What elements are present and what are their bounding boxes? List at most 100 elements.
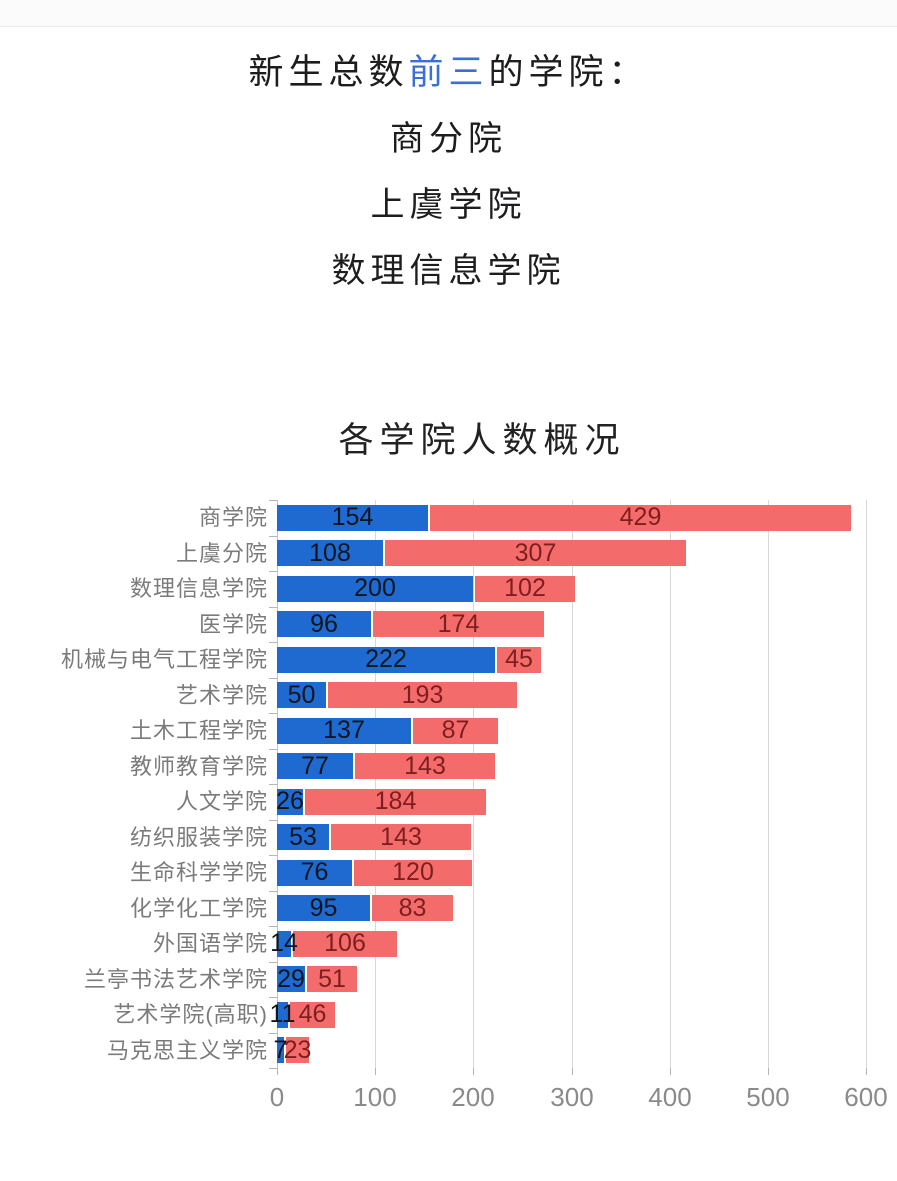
headline-suffix: 的学院：: [488, 53, 649, 92]
bar-segment-series-red: [307, 966, 357, 993]
bar-value-series-red: 307: [514, 538, 557, 567]
category-label: 生命科学学院: [129, 860, 268, 885]
category-label: 上虞分院: [175, 540, 268, 566]
bar-segment-series-blue: [277, 682, 326, 709]
bar-value-series-blue: 26: [276, 787, 304, 816]
gridline-600: [866, 500, 867, 1068]
bar-segment-series-blue: [277, 1037, 284, 1064]
headline: 新生总数前三的学院：: [0, 40, 897, 106]
x-axis-label-200: 200: [451, 1082, 495, 1112]
bar-value-series-red: 120: [392, 858, 434, 887]
bar-value-series-blue: 76: [300, 858, 329, 887]
bar-value-series-blue: 200: [354, 574, 396, 603]
category-label: 外国语学院: [152, 931, 268, 956]
x-axis-label-0: 0: [269, 1082, 285, 1112]
bar-segment-series-red: [331, 824, 471, 851]
category-label: 数理信息学院: [129, 576, 268, 601]
y-axis-tick: [269, 1033, 277, 1034]
category-label: 人文学院: [175, 789, 268, 814]
gridline-500: [768, 500, 769, 1068]
y-axis-tick: [269, 820, 277, 821]
category-label: 兰亭书法艺术学院: [83, 966, 268, 992]
y-axis-tick: [269, 855, 277, 856]
bar-value-series-blue: 222: [365, 645, 407, 674]
bar-segment-series-blue: [277, 717, 411, 744]
x-axis-tick-100: [375, 1068, 376, 1075]
bar-segment-series-red: [355, 753, 495, 780]
bar-value-series-blue: 77: [301, 751, 329, 780]
bar-value-series-blue: 7: [273, 1035, 288, 1064]
chart-title: 各学院人数概况: [338, 421, 626, 460]
bar-value-series-blue: 50: [287, 680, 316, 709]
y-axis-tick: [269, 891, 277, 892]
y-axis-tick: [269, 607, 277, 608]
x-axis-label-400: 400: [648, 1082, 692, 1112]
category-label: 艺术学院(高职): [113, 1002, 268, 1027]
bar-segment-series-red: [290, 1001, 335, 1028]
category-label: 商学院: [198, 505, 268, 530]
top-strip: [0, 0, 897, 27]
header-text-block: 新生总数前三的学院： 商分院 上虞学院 数理信息学院: [0, 26, 897, 304]
bar-value-series-red: 102: [504, 574, 546, 603]
bar-segment-series-blue: [277, 504, 428, 531]
category-label: 化学化工学院: [129, 895, 268, 921]
category-label: 教师教育学院: [129, 753, 268, 779]
bar-segment-series-red: [430, 504, 851, 531]
y-axis-tick: [269, 571, 277, 572]
bar-segment-series-blue: [277, 540, 383, 567]
bar-value-series-red: 23: [283, 1035, 312, 1064]
bar-segment-series-blue: [277, 753, 353, 780]
bar-segment-series-red: [373, 611, 544, 638]
x-axis-label-500: 500: [746, 1082, 790, 1112]
bar-value-series-red: 87: [441, 716, 470, 745]
x-axis-tick-300: [572, 1068, 573, 1075]
bar-segment-series-blue: [277, 895, 370, 922]
bar-segment-series-blue: [277, 930, 291, 957]
plot-area: 0 100 200 300 400 500 600 154 429 108 307 200 102 96 1…: [0, 500, 897, 1120]
y-axis-tick: [269, 642, 277, 643]
bar-segment-series-blue: [277, 611, 371, 638]
y-axis-tick: [269, 784, 277, 785]
x-axis-tick-200: [473, 1068, 474, 1075]
bar-value-series-red: 193: [401, 680, 444, 709]
bar-segment-series-red: [305, 788, 486, 815]
headline-prefix: 新生总数: [248, 53, 409, 92]
bar-value-series-red: 83: [398, 893, 427, 922]
plot-grid: 0 100 200 300 400 500 600 154 429 108 307 200 102 96 1…: [270, 500, 888, 1112]
category-label: 机械与电气工程学院: [60, 647, 268, 672]
bar-segment-series-blue: [277, 1001, 288, 1028]
top3-college-2: 上虞学院: [370, 186, 527, 224]
bar-segment-series-red: [372, 895, 453, 922]
bar-value-series-red: 143: [380, 822, 422, 851]
bar-value-series-blue: 95: [309, 893, 338, 922]
x-axis-label-100: 100: [353, 1082, 397, 1112]
bar-segment-series-red: [497, 646, 541, 673]
bar-segment-series-blue: [277, 575, 473, 602]
bar-value-series-blue: 96: [310, 609, 338, 638]
gridline-300: [572, 500, 573, 1068]
top3-college-1: 商分院: [390, 120, 507, 158]
bar-segment-series-red: [475, 575, 575, 602]
y-axis-tick: [269, 997, 277, 998]
category-label: 纺织服装学院: [129, 824, 268, 850]
y-axis-line: [277, 500, 278, 1068]
x-axis-tick-500: [768, 1068, 769, 1075]
bar-value-series-blue: 29: [277, 964, 305, 993]
bar-segment-series-blue: [277, 966, 305, 993]
bar-value-series-red: 143: [404, 751, 446, 780]
bar-segment-series-red: [328, 682, 517, 709]
headline-highlight: 前三: [408, 53, 489, 92]
category-label: 医学院: [198, 611, 268, 637]
bar-segment-series-red: [413, 717, 498, 744]
x-axis-label-600: 600: [844, 1082, 888, 1112]
bar-segment-series-blue: [277, 859, 352, 886]
y-axis-tick: [269, 678, 277, 679]
bar-value-series-blue: 137: [323, 716, 365, 745]
bar-value-series-red: 184: [374, 787, 417, 816]
bar-value-series-red: 45: [505, 645, 533, 674]
y-axis-tick: [269, 749, 277, 750]
bar-value-series-blue: 53: [289, 822, 317, 851]
bar-value-series-red: 429: [619, 503, 662, 532]
bar-value-series-red: 46: [298, 1000, 327, 1029]
